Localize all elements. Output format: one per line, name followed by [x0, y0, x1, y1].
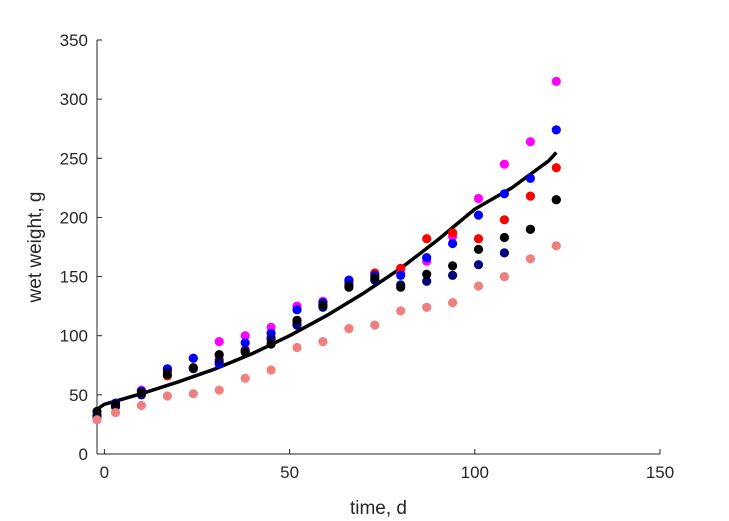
data-point-series-3: [188, 353, 198, 363]
data-point-series-6: [499, 272, 509, 282]
data-point-series-5: [240, 347, 250, 357]
data-point-series-2: [473, 234, 484, 244]
data-point-series-5: [188, 363, 198, 373]
data-point-series-4: [499, 248, 509, 258]
data-point-series-3: [551, 125, 561, 135]
data-point-series-5: [499, 232, 509, 243]
data-point-series-5: [370, 273, 380, 283]
data-point-series-2: [551, 163, 561, 173]
data-point-series-6: [344, 324, 354, 334]
data-point-series-6: [162, 391, 172, 401]
data-point-series-1: [473, 193, 484, 204]
data-point-series-1: [240, 331, 250, 341]
data-point-series-5: [292, 315, 302, 325]
axes: [96, 39, 661, 455]
y-tick-label: 200: [60, 208, 88, 227]
data-point-series-3: [448, 238, 458, 249]
data-point-series-3: [525, 173, 536, 183]
y-tick-label: 0: [79, 445, 88, 464]
data-point-series-6: [473, 281, 484, 291]
data-point-series-6: [551, 241, 561, 251]
data-point-series-2: [396, 263, 406, 273]
data-point-series-1: [551, 76, 561, 86]
data-point-series-6: [92, 415, 102, 425]
data-point-series-6: [292, 342, 302, 353]
data-point-series-6: [370, 320, 380, 330]
x-tick-label: 150: [646, 463, 674, 482]
data-point-series-6: [266, 365, 276, 375]
data-point-series-5: [318, 300, 328, 310]
data-point-series-6: [136, 400, 146, 411]
data-point-series-6: [396, 306, 406, 316]
model-curves: [97, 151, 558, 410]
data-point-series-6: [240, 373, 250, 383]
y-axis-label: wet weight, g: [25, 192, 46, 304]
data-point-series-5: [551, 195, 561, 205]
data-point-series-2: [448, 228, 458, 238]
data-point-series-6: [448, 298, 458, 308]
data-point-series-1: [525, 137, 536, 147]
data-points: [92, 76, 561, 425]
data-point-series-4: [422, 276, 432, 286]
data-point-series-2: [525, 191, 536, 201]
data-point-series-6: [525, 254, 536, 264]
data-point-series-6: [318, 337, 328, 347]
data-point-series-3: [422, 253, 432, 263]
data-point-series-6: [110, 408, 121, 418]
data-point-series-5: [214, 350, 224, 360]
data-point-series-2: [422, 234, 432, 244]
data-point-series-4: [473, 260, 484, 270]
x-tick-label: 100: [461, 463, 489, 482]
data-point-series-5: [448, 261, 458, 271]
data-point-series-5: [110, 399, 121, 409]
data-point-series-3: [396, 270, 406, 280]
data-point-series-5: [525, 224, 536, 234]
y-tick-label: 250: [60, 149, 88, 168]
data-point-series-2: [499, 215, 509, 225]
y-tick-label: 100: [60, 327, 88, 346]
data-point-series-3: [473, 210, 484, 220]
data-point-series-3: [292, 305, 302, 315]
data-point-series-5: [162, 370, 172, 380]
data-point-series-4: [214, 357, 224, 367]
data-point-series-4: [448, 270, 458, 280]
data-point-series-1: [214, 337, 224, 347]
x-axis-label: time, d: [350, 498, 407, 519]
data-point-series-1: [499, 159, 509, 169]
tick-labels: 0 50 100 150 0 50 100 150 200 250 300 350: [60, 31, 675, 482]
data-point-series-6: [422, 302, 432, 312]
data-point-series-5: [92, 406, 102, 416]
model-fit-line: [97, 151, 558, 410]
y-tick-label: 50: [69, 386, 88, 405]
data-point-series-3: [240, 338, 250, 348]
data-point-series-5: [344, 282, 354, 292]
data-point-series-5: [136, 387, 146, 398]
x-tick-label: 0: [100, 463, 109, 482]
data-point-series-6: [214, 385, 224, 395]
x-tick-label: 50: [280, 463, 299, 482]
data-point-series-3: [499, 189, 509, 199]
y-tick-label: 150: [60, 268, 88, 287]
y-tick-label: 300: [60, 90, 88, 109]
data-point-series-6: [188, 389, 198, 399]
data-point-series-5: [473, 244, 484, 254]
y-tick-label: 350: [60, 31, 88, 50]
data-point-series-5: [396, 282, 406, 292]
data-point-series-5: [266, 339, 276, 349]
data-point-series-5: [422, 269, 432, 279]
